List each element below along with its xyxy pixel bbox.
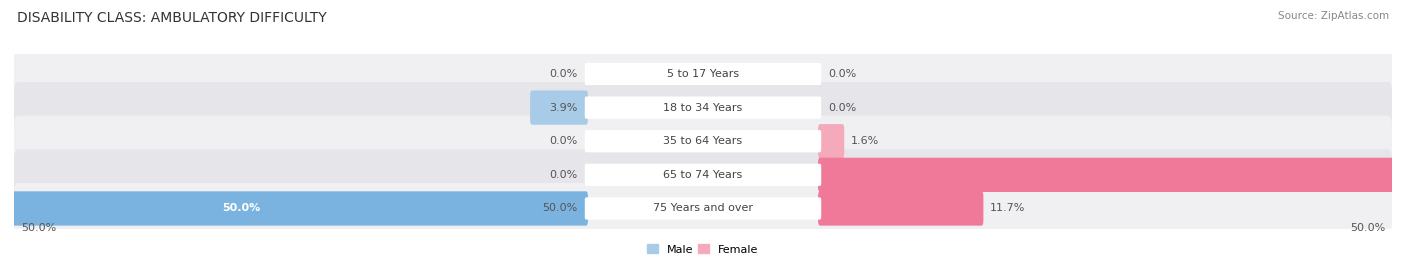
FancyBboxPatch shape	[14, 82, 1392, 133]
Text: 0.0%: 0.0%	[550, 136, 578, 146]
FancyBboxPatch shape	[818, 158, 1406, 192]
Text: 0.0%: 0.0%	[828, 69, 856, 79]
FancyBboxPatch shape	[585, 97, 821, 119]
FancyBboxPatch shape	[585, 63, 821, 85]
Text: 75 Years and over: 75 Years and over	[652, 203, 754, 214]
Text: 3.9%: 3.9%	[550, 102, 578, 113]
FancyBboxPatch shape	[818, 191, 983, 226]
Text: 35 to 64 Years: 35 to 64 Years	[664, 136, 742, 146]
FancyBboxPatch shape	[0, 191, 588, 226]
Text: 18 to 34 Years: 18 to 34 Years	[664, 102, 742, 113]
Text: 65 to 74 Years: 65 to 74 Years	[664, 170, 742, 180]
Text: 50.0%: 50.0%	[1350, 223, 1385, 233]
FancyBboxPatch shape	[14, 116, 1392, 167]
Legend: Male, Female: Male, Female	[647, 244, 759, 254]
Text: 0.0%: 0.0%	[550, 170, 578, 180]
FancyBboxPatch shape	[585, 197, 821, 220]
FancyBboxPatch shape	[818, 124, 844, 158]
FancyBboxPatch shape	[14, 48, 1392, 100]
FancyBboxPatch shape	[530, 90, 588, 125]
Text: 0.0%: 0.0%	[828, 102, 856, 113]
Text: 5 to 17 Years: 5 to 17 Years	[666, 69, 740, 79]
Text: 50.0%: 50.0%	[543, 203, 578, 214]
FancyBboxPatch shape	[585, 164, 821, 186]
Text: 11.7%: 11.7%	[990, 203, 1025, 214]
Text: 50.0%: 50.0%	[222, 203, 260, 214]
FancyBboxPatch shape	[585, 130, 821, 152]
FancyBboxPatch shape	[14, 183, 1392, 234]
Text: Source: ZipAtlas.com: Source: ZipAtlas.com	[1278, 11, 1389, 21]
Text: DISABILITY CLASS: AMBULATORY DIFFICULTY: DISABILITY CLASS: AMBULATORY DIFFICULTY	[17, 11, 326, 25]
Text: 50.0%: 50.0%	[21, 223, 56, 233]
Text: 0.0%: 0.0%	[550, 69, 578, 79]
FancyBboxPatch shape	[14, 149, 1392, 200]
Text: 1.6%: 1.6%	[851, 136, 879, 146]
